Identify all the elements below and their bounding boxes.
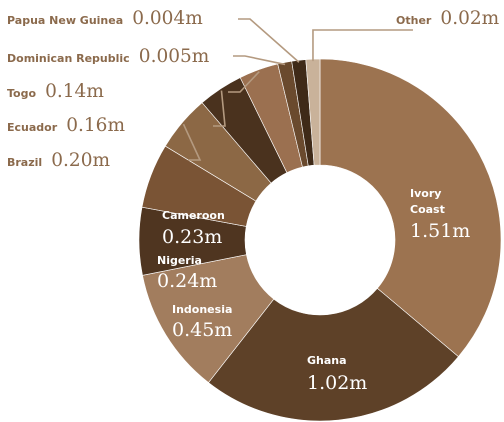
label-papua-new-guinea-name: Papua New Guinea xyxy=(7,14,123,27)
label-other: Other 0.02m xyxy=(396,8,500,29)
leader-togo xyxy=(228,71,260,93)
label-ecuador-value: 0.16m xyxy=(66,115,125,136)
label-togo-value: 0.14m xyxy=(45,81,104,102)
leader-brazil xyxy=(182,123,202,161)
label-dominican-republic-value: 0.005m xyxy=(139,46,210,67)
label-ecuador: Ecuador 0.16m xyxy=(7,115,125,136)
leader-dominican-republic xyxy=(233,55,286,66)
label-nigeria-name: Nigeria xyxy=(157,254,202,267)
slice-ivory-coast xyxy=(319,58,502,358)
label-other-value: 0.02m xyxy=(440,8,499,29)
leader-papua-new-guinea xyxy=(238,18,300,63)
slice-ghana xyxy=(208,287,459,422)
leader-ecuador xyxy=(213,90,226,127)
label-ecuador-name: Ecuador xyxy=(7,121,58,134)
leader-other xyxy=(312,29,413,62)
label-cameroon-value: 0.23m xyxy=(162,226,222,248)
label-dominican-republic-name: Dominican Republic xyxy=(7,52,130,65)
label-ivory-coast-name: Ivory xyxy=(410,187,441,200)
label-brazil-value: 0.20m xyxy=(51,150,110,171)
label-brazil-name: Brazil xyxy=(7,156,42,169)
label-ghana-name: Ghana xyxy=(307,354,347,367)
label-other-name: Other xyxy=(396,14,432,27)
label-papua-new-guinea-value: 0.004m xyxy=(132,8,203,29)
label-togo: Togo 0.14m xyxy=(7,81,104,102)
label-brazil: Brazil 0.20m xyxy=(7,150,110,171)
label-cameroon-name: Cameroon xyxy=(162,209,225,222)
label-ghana-value: 1.02m xyxy=(307,372,367,394)
label-indonesia-value: 0.45m xyxy=(172,319,232,341)
label-nigeria-value: 0.24m xyxy=(157,270,217,292)
label-papua-new-guinea: Papua New Guinea 0.004m xyxy=(7,8,203,29)
leader-lines xyxy=(182,18,413,161)
label-togo-name: Togo xyxy=(7,87,36,100)
donut-slices xyxy=(138,58,502,422)
slice-other xyxy=(305,58,321,166)
label-ivory-coast-value: 1.51m xyxy=(410,220,470,242)
label-indonesia-name: Indonesia xyxy=(172,303,232,316)
label-ivory-coast-name-2: Coast xyxy=(410,203,445,216)
label-dominican-republic: Dominican Republic 0.005m xyxy=(7,46,210,67)
